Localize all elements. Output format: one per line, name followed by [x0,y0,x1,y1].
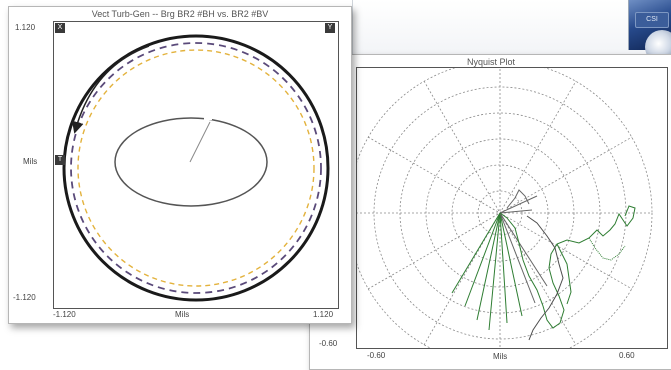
side-marker-button[interactable]: T [55,155,65,165]
polar-grid [357,68,653,348]
orbit-ellipse [114,117,268,207]
y-min-label: -0.60 [319,339,338,348]
nyquist-plot-window[interactable]: Nyquist Plot [309,54,671,370]
nyquist-trace [451,189,636,341]
corner-right-button[interactable]: Y [325,23,335,33]
nyquist-chart [357,68,653,348]
alarm-ring [77,49,315,287]
nyquist-plot-area[interactable] [356,67,668,349]
nyquist-window-title: Nyquist Plot [466,57,516,67]
orbit-plot-window[interactable]: Vect Turb-Gen -- Brg BR2 #BH vs. BR2 #BV… [8,6,352,324]
y-unit-label: Mils [23,157,38,166]
thumbnail-label: CSI [635,12,669,28]
x-unit-label: Mils [493,352,508,361]
orbit-vector [189,121,211,163]
corner-left-button[interactable]: X [55,23,65,33]
x-unit-label: Mils [175,310,190,319]
clearance-ring [62,34,330,302]
orbit-plot-area[interactable] [53,21,339,309]
x-max-label: 1.120 [313,310,334,319]
y-min-label: -1.120 [13,293,36,302]
app-thumbnail[interactable]: CSI [628,0,671,64]
x-min-label: -0.60 [367,351,386,360]
dashed-ring [70,42,322,294]
keyphasor-mark [204,116,212,120]
x-min-label: -1.120 [53,310,76,319]
y-max-label: 1.120 [15,23,36,32]
orbit-chart [62,34,330,302]
orbit-window-title: Vect Turb-Gen -- Brg BR2 #BH vs. BR2 #BV [91,9,269,19]
x-max-label: 0.60 [619,351,635,360]
rotation-arrow-icon [71,45,150,134]
